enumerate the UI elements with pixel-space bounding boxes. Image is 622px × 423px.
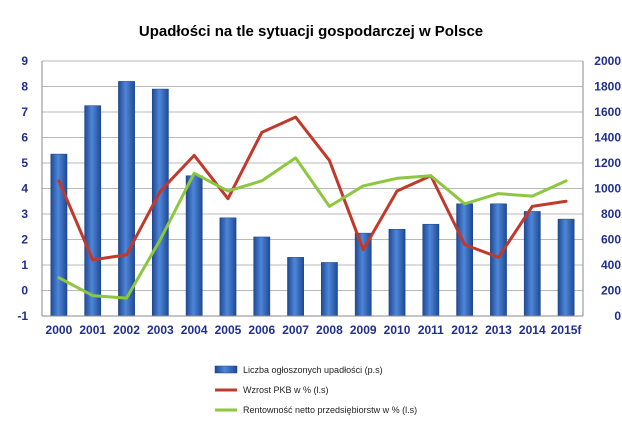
- line-point: [261, 131, 263, 133]
- x-axis-category-label: 2010: [384, 323, 411, 337]
- right-axis-tick-label: 1800: [594, 80, 621, 94]
- series-line: [57, 115, 568, 262]
- x-axis-category-label: 2011: [418, 323, 444, 337]
- x-axis-category-label: 2008: [316, 323, 343, 337]
- bar: [185, 175, 203, 317]
- left-axis-tick-label: 4: [21, 182, 28, 196]
- left-axis-tick-label: 6: [21, 131, 28, 145]
- line-point: [328, 159, 331, 162]
- line-point: [193, 172, 195, 174]
- bar: [490, 203, 507, 317]
- bar: [253, 236, 271, 317]
- left-axis-tick-label: 7: [21, 105, 28, 119]
- bar: [422, 223, 440, 317]
- bar: [50, 153, 68, 317]
- line-series: [57, 115, 568, 300]
- line-point: [464, 244, 466, 246]
- line-point: [328, 205, 331, 207]
- right-axis-tick-label: 1200: [594, 156, 621, 170]
- left-axis-tick-label: 9: [21, 54, 28, 68]
- legend-swatch: [214, 365, 238, 374]
- left-axis-tick-label: 2: [21, 233, 28, 247]
- left-axis-tick-label: 5: [21, 156, 28, 170]
- bar: [557, 218, 575, 317]
- legend-label: Wzrost PKB w % (l.s): [243, 385, 329, 395]
- bar: [456, 203, 474, 317]
- bar: [287, 257, 304, 317]
- line-point: [261, 180, 263, 182]
- right-axis-tick-label: 0: [614, 309, 621, 323]
- line-point: [159, 238, 161, 241]
- x-axis-category-label: 2006: [248, 323, 275, 337]
- line-point: [92, 295, 94, 297]
- left-axis-tick-label: 3: [21, 207, 28, 221]
- line-point: [464, 203, 466, 205]
- line-point: [430, 175, 432, 177]
- left-axis-tick-label: 1: [21, 258, 28, 272]
- x-axis-category-label: 2007: [282, 323, 309, 337]
- x-axis-category-label: 2001: [79, 323, 106, 337]
- x-axis-category-label: 2004: [181, 323, 208, 337]
- chart-title: Upadłości na tle sytuacji gospodarczej w…: [139, 23, 483, 40]
- left-axis-tick-label: 8: [21, 80, 28, 94]
- x-axis-category-label: 2013: [485, 323, 512, 337]
- series-line: [57, 156, 568, 300]
- line-point: [294, 116, 297, 118]
- line-point: [193, 154, 195, 156]
- x-axis-category-label: 2009: [350, 323, 377, 337]
- x-axis-category-label: 2002: [113, 323, 140, 337]
- right-axis-tick-label: 400: [601, 258, 621, 272]
- line-point: [396, 177, 398, 179]
- bar: [118, 81, 135, 317]
- line-point: [125, 297, 128, 299]
- line-point: [565, 180, 567, 182]
- line-point: [565, 200, 567, 202]
- x-axis-category-label: 2015f: [551, 323, 583, 337]
- right-axis-tick-label: 1000: [594, 182, 621, 196]
- line-point: [159, 190, 161, 192]
- line-point: [362, 249, 364, 251]
- legend-label: Liczba ogłoszonych upadłości (p.s): [243, 365, 383, 375]
- line-point: [125, 254, 128, 256]
- axes: -1 0 1 2 3 4 5 6 7 8 9 0 200 400 600 800 1000 1200 1400 160…: [17, 54, 621, 337]
- x-axis-category-label: 2012: [451, 323, 478, 337]
- bar-series: [50, 81, 575, 317]
- x-axis-category-label: 2003: [147, 323, 174, 337]
- line-point: [92, 259, 94, 261]
- bar: [219, 217, 237, 317]
- line-point: [396, 190, 398, 192]
- x-axis-category-label: 2000: [46, 323, 73, 337]
- left-axis-tick-label: 0: [21, 284, 28, 298]
- line-point: [497, 193, 500, 195]
- right-axis-tick-label: 1600: [594, 105, 621, 119]
- line-point: [531, 195, 533, 197]
- bar: [523, 211, 541, 317]
- x-axis-category-label: 2005: [215, 323, 242, 337]
- bar: [84, 105, 102, 317]
- line-point: [58, 180, 60, 182]
- line-point: [294, 157, 297, 159]
- bar: [321, 262, 338, 317]
- x-axis-category-label: 2014: [519, 323, 546, 337]
- right-axis-tick-label: 1400: [594, 131, 621, 145]
- right-axis-tick-label: 200: [601, 284, 621, 298]
- line-point: [497, 256, 500, 258]
- left-axis-tick-label: -1: [17, 309, 28, 323]
- legend-label: Rentowność netto przedsiębiorstw w % (l.…: [243, 405, 417, 415]
- line-point: [227, 198, 229, 200]
- right-axis-tick-label: 2000: [594, 54, 621, 68]
- bar: [388, 229, 406, 317]
- line-point: [531, 205, 533, 207]
- line-point: [58, 277, 60, 279]
- legend: Liczba ogłoszonych upadłości (p.s) Wzrost…: [214, 365, 417, 415]
- line-point: [362, 185, 364, 187]
- line-point: [227, 190, 229, 192]
- right-axis-tick-label: 600: [601, 233, 621, 247]
- right-axis-tick-label: 800: [601, 207, 621, 221]
